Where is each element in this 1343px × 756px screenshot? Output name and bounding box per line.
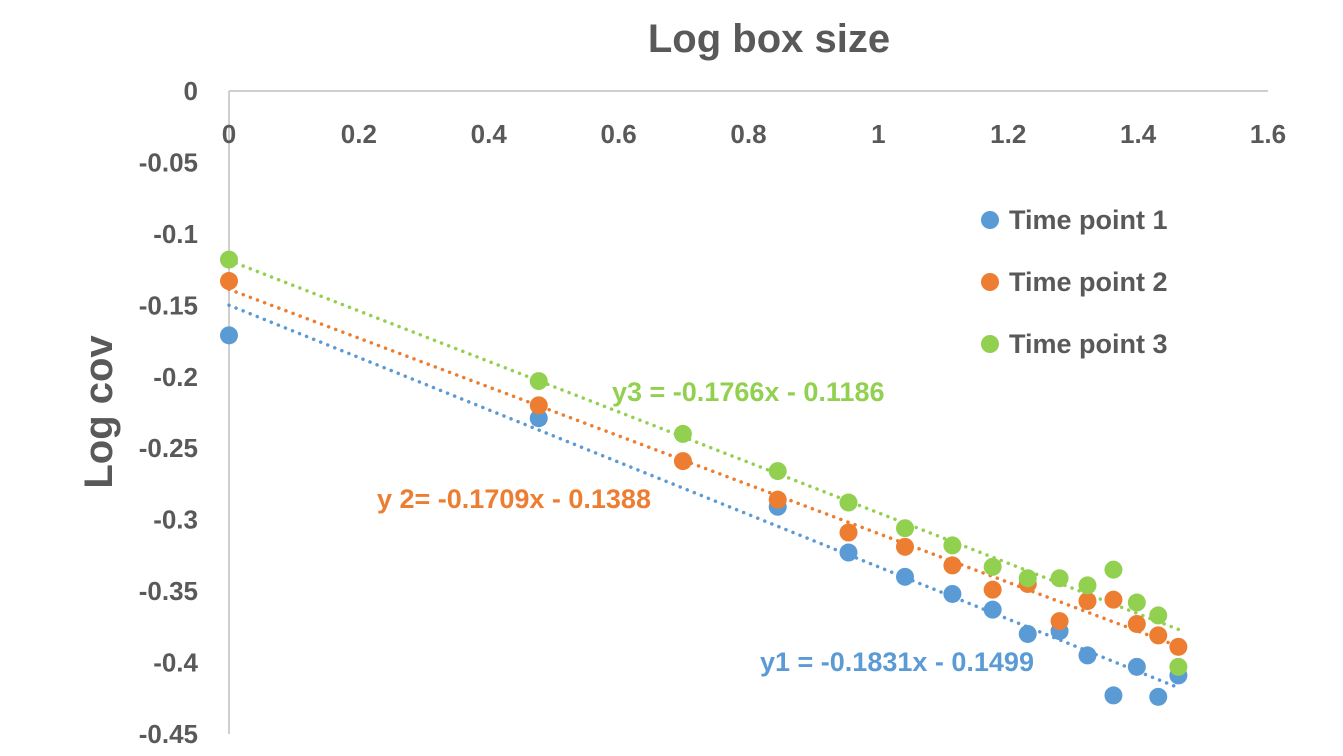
data-point-series-1 bbox=[220, 326, 238, 345]
data-point-series-3 bbox=[1078, 576, 1097, 595]
y-axis-title: Log cov bbox=[77, 335, 121, 489]
data-point-series-1 bbox=[983, 600, 1002, 619]
data-point-series-2 bbox=[1149, 626, 1168, 645]
data-point-series-3 bbox=[220, 250, 238, 269]
trendlines bbox=[227, 258, 1181, 690]
equation-labels: y1 = -0.1831x - 0.1499 y 2= -0.1709x - 0.… bbox=[377, 377, 1034, 677]
y-tick-label: -0.05 bbox=[139, 147, 198, 177]
data-point-series-2 bbox=[943, 556, 962, 575]
data-point-series-2 bbox=[1127, 614, 1146, 633]
x-tick-label: 0.2 bbox=[341, 119, 377, 149]
legend-marker-series-2 bbox=[981, 273, 999, 291]
data-point-series-2 bbox=[983, 580, 1002, 599]
data-point-series-1 bbox=[1127, 657, 1146, 676]
data-point-series-3 bbox=[983, 557, 1002, 576]
legend-label-series-1: Time point 1 bbox=[1009, 205, 1168, 235]
y-tick-label: -0.15 bbox=[139, 290, 198, 320]
x-tick-label: 1.4 bbox=[1120, 119, 1157, 149]
x-tick-label: 1.6 bbox=[1250, 119, 1286, 149]
data-point-series-3 bbox=[1169, 657, 1188, 676]
y-tick-label: -0.3 bbox=[153, 505, 198, 535]
y-tick-label: -0.25 bbox=[139, 433, 198, 463]
data-point-series-3 bbox=[673, 424, 692, 443]
x-tick-label: 1 bbox=[871, 119, 885, 149]
data-point-series-2 bbox=[839, 523, 858, 542]
x-tick-label: 0 bbox=[222, 119, 236, 149]
y-tick-label: -0.2 bbox=[153, 362, 198, 392]
trendline-equation-series-1: y1 = -0.1831x - 0.1499 bbox=[760, 647, 1034, 677]
data-point-series-1 bbox=[529, 409, 548, 428]
trendline-series-1 bbox=[227, 303, 1181, 690]
data-point-series-2 bbox=[895, 537, 914, 556]
data-point-series-3 bbox=[839, 493, 858, 512]
data-point-series-1 bbox=[943, 584, 962, 603]
data-point-series-3 bbox=[895, 519, 914, 538]
legend-marker-series-1 bbox=[981, 211, 999, 229]
data-point-series-2 bbox=[673, 452, 692, 471]
data-point-series-1 bbox=[1104, 686, 1123, 705]
y-tick-label: 0 bbox=[184, 76, 198, 106]
x-tick-label: 1.2 bbox=[990, 119, 1026, 149]
legend: Time point 1 Time point 2 Time point 3 bbox=[981, 205, 1168, 359]
legend-label-series-2: Time point 2 bbox=[1009, 267, 1168, 297]
data-point-series-3 bbox=[1018, 569, 1037, 588]
data-points bbox=[220, 250, 1188, 706]
x-tick-label: 0.6 bbox=[601, 119, 637, 149]
data-point-series-3 bbox=[1127, 593, 1146, 612]
data-point-series-3 bbox=[943, 536, 962, 555]
data-point-series-1 bbox=[839, 543, 858, 562]
y-tick-label: -0.4 bbox=[153, 648, 198, 678]
legend-label-series-3: Time point 3 bbox=[1009, 329, 1168, 359]
y-tick-label: -0.1 bbox=[153, 219, 198, 249]
data-point-series-3 bbox=[1050, 569, 1069, 588]
legend-marker-series-3 bbox=[981, 335, 999, 353]
data-point-series-2 bbox=[220, 272, 238, 291]
data-point-series-2 bbox=[1104, 590, 1123, 609]
data-point-series-1 bbox=[895, 567, 914, 586]
trendline-equation-series-2: y 2= -0.1709x - 0.1388 bbox=[377, 484, 651, 514]
y-tick-label: -0.35 bbox=[139, 576, 198, 606]
chart-title: Log box size bbox=[648, 17, 890, 61]
data-point-series-3 bbox=[1104, 560, 1123, 579]
data-point-series-3 bbox=[1149, 606, 1168, 625]
data-point-series-2 bbox=[1050, 612, 1069, 631]
x-tick-label: 0.8 bbox=[730, 119, 766, 149]
data-point-series-3 bbox=[768, 462, 787, 481]
trendline-series-3 bbox=[227, 258, 1181, 632]
data-point-series-1 bbox=[1149, 687, 1168, 706]
data-point-series-1 bbox=[1078, 646, 1097, 665]
data-point-series-3 bbox=[529, 372, 548, 391]
data-point-series-2 bbox=[1169, 637, 1188, 656]
data-point-series-1 bbox=[1018, 624, 1037, 643]
data-point-series-2 bbox=[1078, 592, 1097, 611]
data-point-series-2 bbox=[529, 396, 548, 415]
x-tick-label: 0.4 bbox=[471, 119, 508, 149]
data-point-series-2 bbox=[768, 490, 787, 509]
y-tick-label: -0.45 bbox=[139, 719, 198, 749]
trendline-equation-series-3: y3 = -0.1766x - 0.1186 bbox=[612, 377, 884, 407]
axes: 0 0.2 0.4 0.6 0.8 1 1.2 1.4 1.6 0 -0.05 -0.1 -0.15 -0… bbox=[139, 76, 1286, 749]
